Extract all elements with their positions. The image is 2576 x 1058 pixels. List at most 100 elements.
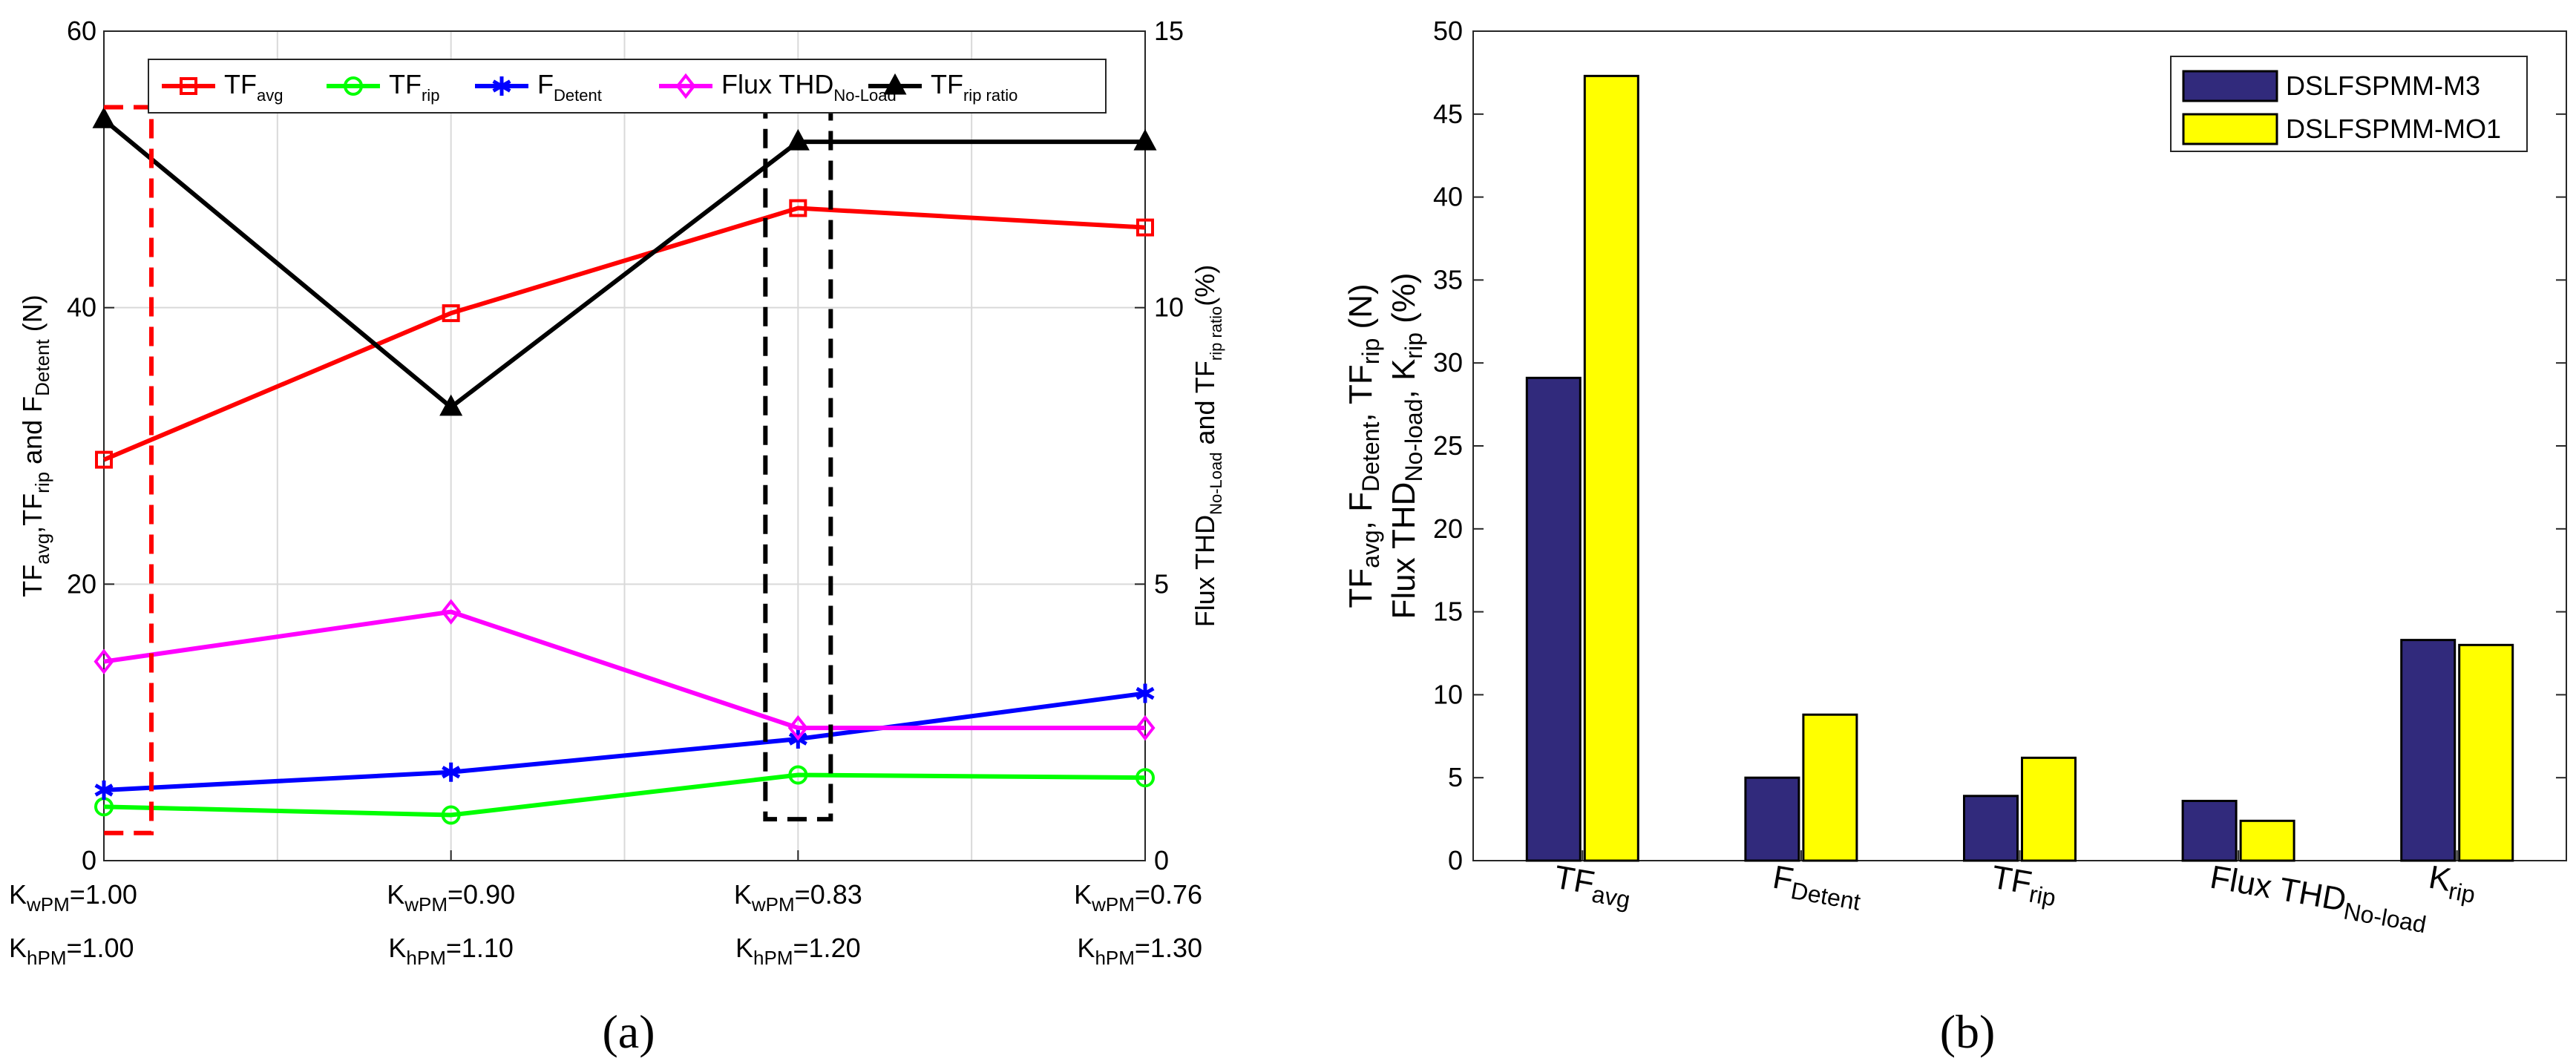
y-tick-label: 30 [1433, 347, 1463, 378]
legend-box [148, 59, 1107, 114]
caption-a: (a) [602, 1005, 655, 1058]
x-category-kh-label: KhPM=1.30 [1077, 933, 1202, 969]
y-axis-label-line2-part: (%) [1386, 272, 1422, 332]
caption-b: (b) [1940, 1005, 1996, 1058]
left-tick-label: 20 [67, 568, 96, 599]
data-point-marker [95, 450, 113, 469]
x-category-kh-label-part: hPM [753, 947, 793, 969]
x-category-kw-label-part: wPM [751, 893, 795, 916]
legend-label: DSLFSPMM-MO1 [2286, 114, 2501, 144]
y-axis-label-line2: Flux THDNo-load, Krip (%) [1386, 272, 1427, 619]
legend-label: TFavg [224, 69, 283, 105]
x-category-kh-label: KhPM=1.20 [735, 933, 861, 969]
data-point-marker [788, 765, 808, 785]
x-category-kw-label-part: K [387, 879, 404, 910]
data-point-marker [441, 599, 462, 625]
series-line [102, 206, 1146, 462]
right-tick-label: 5 [1154, 568, 1169, 599]
x-category-label: Flux THDNo-load [2206, 859, 2431, 939]
data-point-marker [1133, 128, 1157, 151]
bar [2458, 643, 2514, 862]
data-point-marker [439, 394, 463, 416]
data-point-marker [787, 714, 808, 741]
right-axis-label-part: and TF [1190, 361, 1220, 452]
legend-swatch [2182, 70, 2278, 102]
data-point-marker [786, 128, 810, 151]
x-category-kh-label-part: K [1077, 933, 1095, 963]
y-axis-label-line2-part: No-load [1400, 398, 1427, 482]
legend-label: Flux THDNo-Load [721, 69, 897, 105]
y-axis-label-line1-part: , TF [1343, 364, 1379, 421]
x-category-label-part: Detent [1789, 877, 1862, 916]
y-tick-label: 50 [1433, 16, 1463, 46]
left-tick-label: 40 [67, 292, 96, 323]
x-category-kh-label-part: K [388, 933, 406, 963]
left-axis-label-part: TF [17, 565, 47, 597]
bar [1963, 795, 2019, 862]
x-category-kh-label-part: hPM [1095, 947, 1134, 969]
y-axis-label-line1-part: rip [1357, 338, 1384, 365]
bar [2239, 819, 2295, 862]
x-category-kw-label-part: =0.90 [448, 879, 515, 910]
y-tick-label: 35 [1433, 264, 1463, 295]
bar [2021, 756, 2077, 862]
legend-label-part: TF [389, 69, 422, 99]
left-axis-label-part: Detent [31, 338, 53, 395]
data-point-marker [1135, 683, 1155, 703]
right-tick-label: 10 [1154, 292, 1184, 323]
legend-label: FDetent [537, 69, 602, 105]
legend-label-part: avg [257, 86, 283, 105]
x-category-kw-label-part: K [734, 879, 752, 910]
legend-label-part: rip [422, 86, 439, 105]
y-axis-label-line2-part: rip [1400, 332, 1427, 359]
x-category-kw-label-part: K [1074, 879, 1092, 910]
bar [2181, 800, 2238, 862]
bar [1583, 74, 1639, 862]
data-point-marker [1135, 768, 1155, 788]
series-line [103, 772, 1146, 818]
x-category-kh-label-part: =1.00 [66, 933, 134, 963]
y-tick-label: 15 [1433, 597, 1463, 627]
plot-frame [103, 30, 1146, 861]
highlight-box [104, 105, 154, 835]
legend-label: TFrip [389, 69, 439, 105]
right-axis-label-part: No-Load [1207, 453, 1225, 515]
data-point-marker [94, 648, 114, 674]
x-category-label-part: TF [1989, 859, 2034, 902]
y-axis-label-line1-part: avg [1357, 530, 1384, 568]
y-tick-label: 25 [1433, 430, 1463, 461]
right-axis-label-part: (%) [1190, 265, 1220, 306]
series-line [102, 117, 1145, 410]
y-axis-label-line1-part: Detent [1357, 422, 1384, 492]
legend-swatch [2182, 113, 2278, 145]
legend-label-part: No-Load [833, 86, 896, 105]
series-line [103, 609, 1145, 731]
legend-label-part: Detent [554, 86, 602, 105]
left-tick-label: 60 [67, 16, 96, 46]
left-axis-label-part: avg [31, 533, 53, 565]
data-point-marker [442, 304, 460, 323]
x-category-label-part: TF [1552, 859, 1597, 902]
x-category-kw-label: KwPM=0.76 [1074, 879, 1202, 916]
x-category-kh-label-part: K [9, 933, 27, 963]
legend-label-part: TF [224, 69, 257, 99]
legend-label-part: TF [931, 69, 963, 99]
y-axis-label-line2-part: , K [1386, 359, 1422, 399]
right-tick-label: 0 [1154, 845, 1169, 875]
data-point-marker [1135, 714, 1156, 741]
legend-label-part: Flux THD [721, 69, 833, 99]
legend-label-part: rip ratio [963, 86, 1017, 105]
x-category-label-part: No-load [2341, 897, 2428, 938]
legend: TFavg TFrip FDetent Flux THDNo-Load TFrip ra… [148, 59, 1107, 114]
legend-marker [180, 77, 197, 95]
x-category-kw-label-part: =1.00 [70, 879, 137, 910]
x-category-label-part: Flux THD [2207, 859, 2349, 919]
y-tick-label: 10 [1433, 679, 1463, 709]
x-category-kh-label: KhPM=1.00 [9, 933, 134, 969]
x-category-kw-label-part: wPM [1091, 893, 1135, 916]
right-tick-label: 15 [1154, 16, 1184, 46]
y-axis-label-line1-part: , F [1343, 492, 1379, 530]
x-category-kw-label: KwPM=0.90 [387, 879, 515, 916]
y-axis-label-line1: TFavg, FDetent, TFrip (N) [1343, 283, 1384, 608]
right-axis-label-part: Flux THD [1190, 515, 1220, 627]
